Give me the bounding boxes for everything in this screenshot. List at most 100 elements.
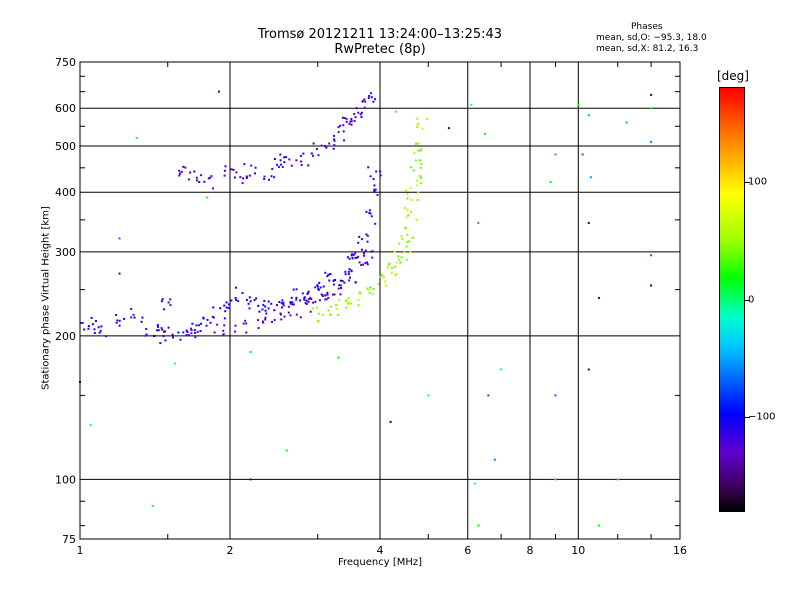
data-point — [281, 299, 284, 302]
data-point — [245, 299, 248, 301]
data-point — [189, 327, 192, 330]
data-point — [321, 294, 324, 297]
y-tick-label: 600 — [55, 102, 76, 115]
data-point — [186, 331, 189, 333]
data-point — [346, 256, 349, 259]
data-point — [285, 156, 287, 159]
data-point — [295, 288, 298, 291]
data-point — [410, 199, 413, 201]
data-point — [393, 250, 396, 253]
data-point — [327, 296, 330, 299]
data-point — [420, 148, 422, 151]
data-point — [307, 300, 310, 303]
data-point — [369, 286, 372, 289]
data-point — [280, 318, 283, 321]
y-tick-label: 100 — [55, 473, 76, 486]
data-point — [264, 305, 267, 308]
data-point — [314, 286, 317, 289]
data-point — [282, 304, 285, 307]
data-point — [196, 330, 199, 333]
data-point — [318, 312, 320, 315]
data-point — [382, 276, 385, 279]
data-point — [415, 184, 418, 187]
data-point — [224, 165, 227, 168]
data-point — [354, 256, 357, 259]
data-point — [368, 292, 371, 294]
data-point — [375, 170, 378, 173]
data-point — [371, 250, 374, 253]
data-point — [324, 145, 327, 147]
data-point — [405, 245, 408, 248]
data-point — [384, 284, 387, 287]
data-point — [195, 176, 198, 179]
data-point — [650, 284, 653, 287]
data-point — [212, 187, 214, 190]
data-point — [625, 121, 628, 124]
data-point — [90, 316, 93, 319]
data-point — [280, 302, 283, 305]
data-point — [265, 312, 268, 315]
data-point — [290, 296, 293, 299]
data-point — [291, 301, 294, 304]
data-point — [406, 234, 409, 236]
data-point — [157, 329, 160, 332]
data-point — [369, 212, 372, 215]
data-point — [364, 262, 367, 265]
data-point — [341, 116, 344, 119]
data-point — [334, 279, 337, 281]
y-axis-title: Stationary phase Virtual Height [km] — [40, 206, 52, 390]
data-point — [287, 311, 290, 314]
data-point — [79, 322, 82, 324]
data-point — [295, 296, 298, 299]
data-point — [338, 284, 341, 287]
data-point — [223, 304, 226, 307]
data-point — [348, 268, 351, 271]
data-point — [317, 288, 320, 291]
data-point — [224, 310, 227, 313]
data-point — [363, 106, 366, 109]
data-point — [223, 174, 226, 177]
data-point — [364, 100, 367, 103]
data-point — [230, 168, 233, 171]
data-point — [406, 240, 409, 243]
data-point — [310, 152, 313, 155]
data-point — [167, 301, 170, 304]
data-point — [182, 331, 185, 334]
data-point — [115, 314, 117, 316]
data-point — [151, 504, 154, 507]
data-point — [257, 304, 260, 307]
data-point — [279, 159, 282, 162]
data-point — [366, 263, 369, 266]
data-point — [589, 176, 592, 179]
data-point — [344, 270, 347, 273]
data-point — [283, 315, 286, 318]
data-point — [380, 273, 383, 276]
data-point — [357, 111, 360, 114]
data-point — [317, 154, 320, 157]
data-point — [342, 130, 345, 133]
data-point — [145, 328, 148, 330]
grid-lines — [80, 62, 680, 539]
data-point — [190, 332, 193, 335]
data-point — [339, 279, 342, 282]
data-point — [377, 283, 380, 286]
data-point — [328, 142, 331, 145]
data-point — [348, 122, 351, 125]
data-point — [279, 153, 282, 156]
data-point — [118, 324, 121, 327]
data-point — [116, 319, 119, 322]
data-point — [235, 286, 237, 289]
data-point — [191, 322, 194, 325]
data-point — [222, 329, 225, 332]
data-point — [370, 215, 373, 218]
data-point — [587, 368, 590, 371]
data-point — [416, 199, 419, 201]
data-point — [304, 302, 307, 305]
data-point — [328, 279, 331, 282]
data-point — [257, 327, 260, 329]
data-point — [363, 98, 366, 101]
data-point — [223, 324, 226, 327]
data-point — [399, 261, 402, 264]
data-point — [145, 333, 148, 336]
data-point — [288, 158, 291, 161]
